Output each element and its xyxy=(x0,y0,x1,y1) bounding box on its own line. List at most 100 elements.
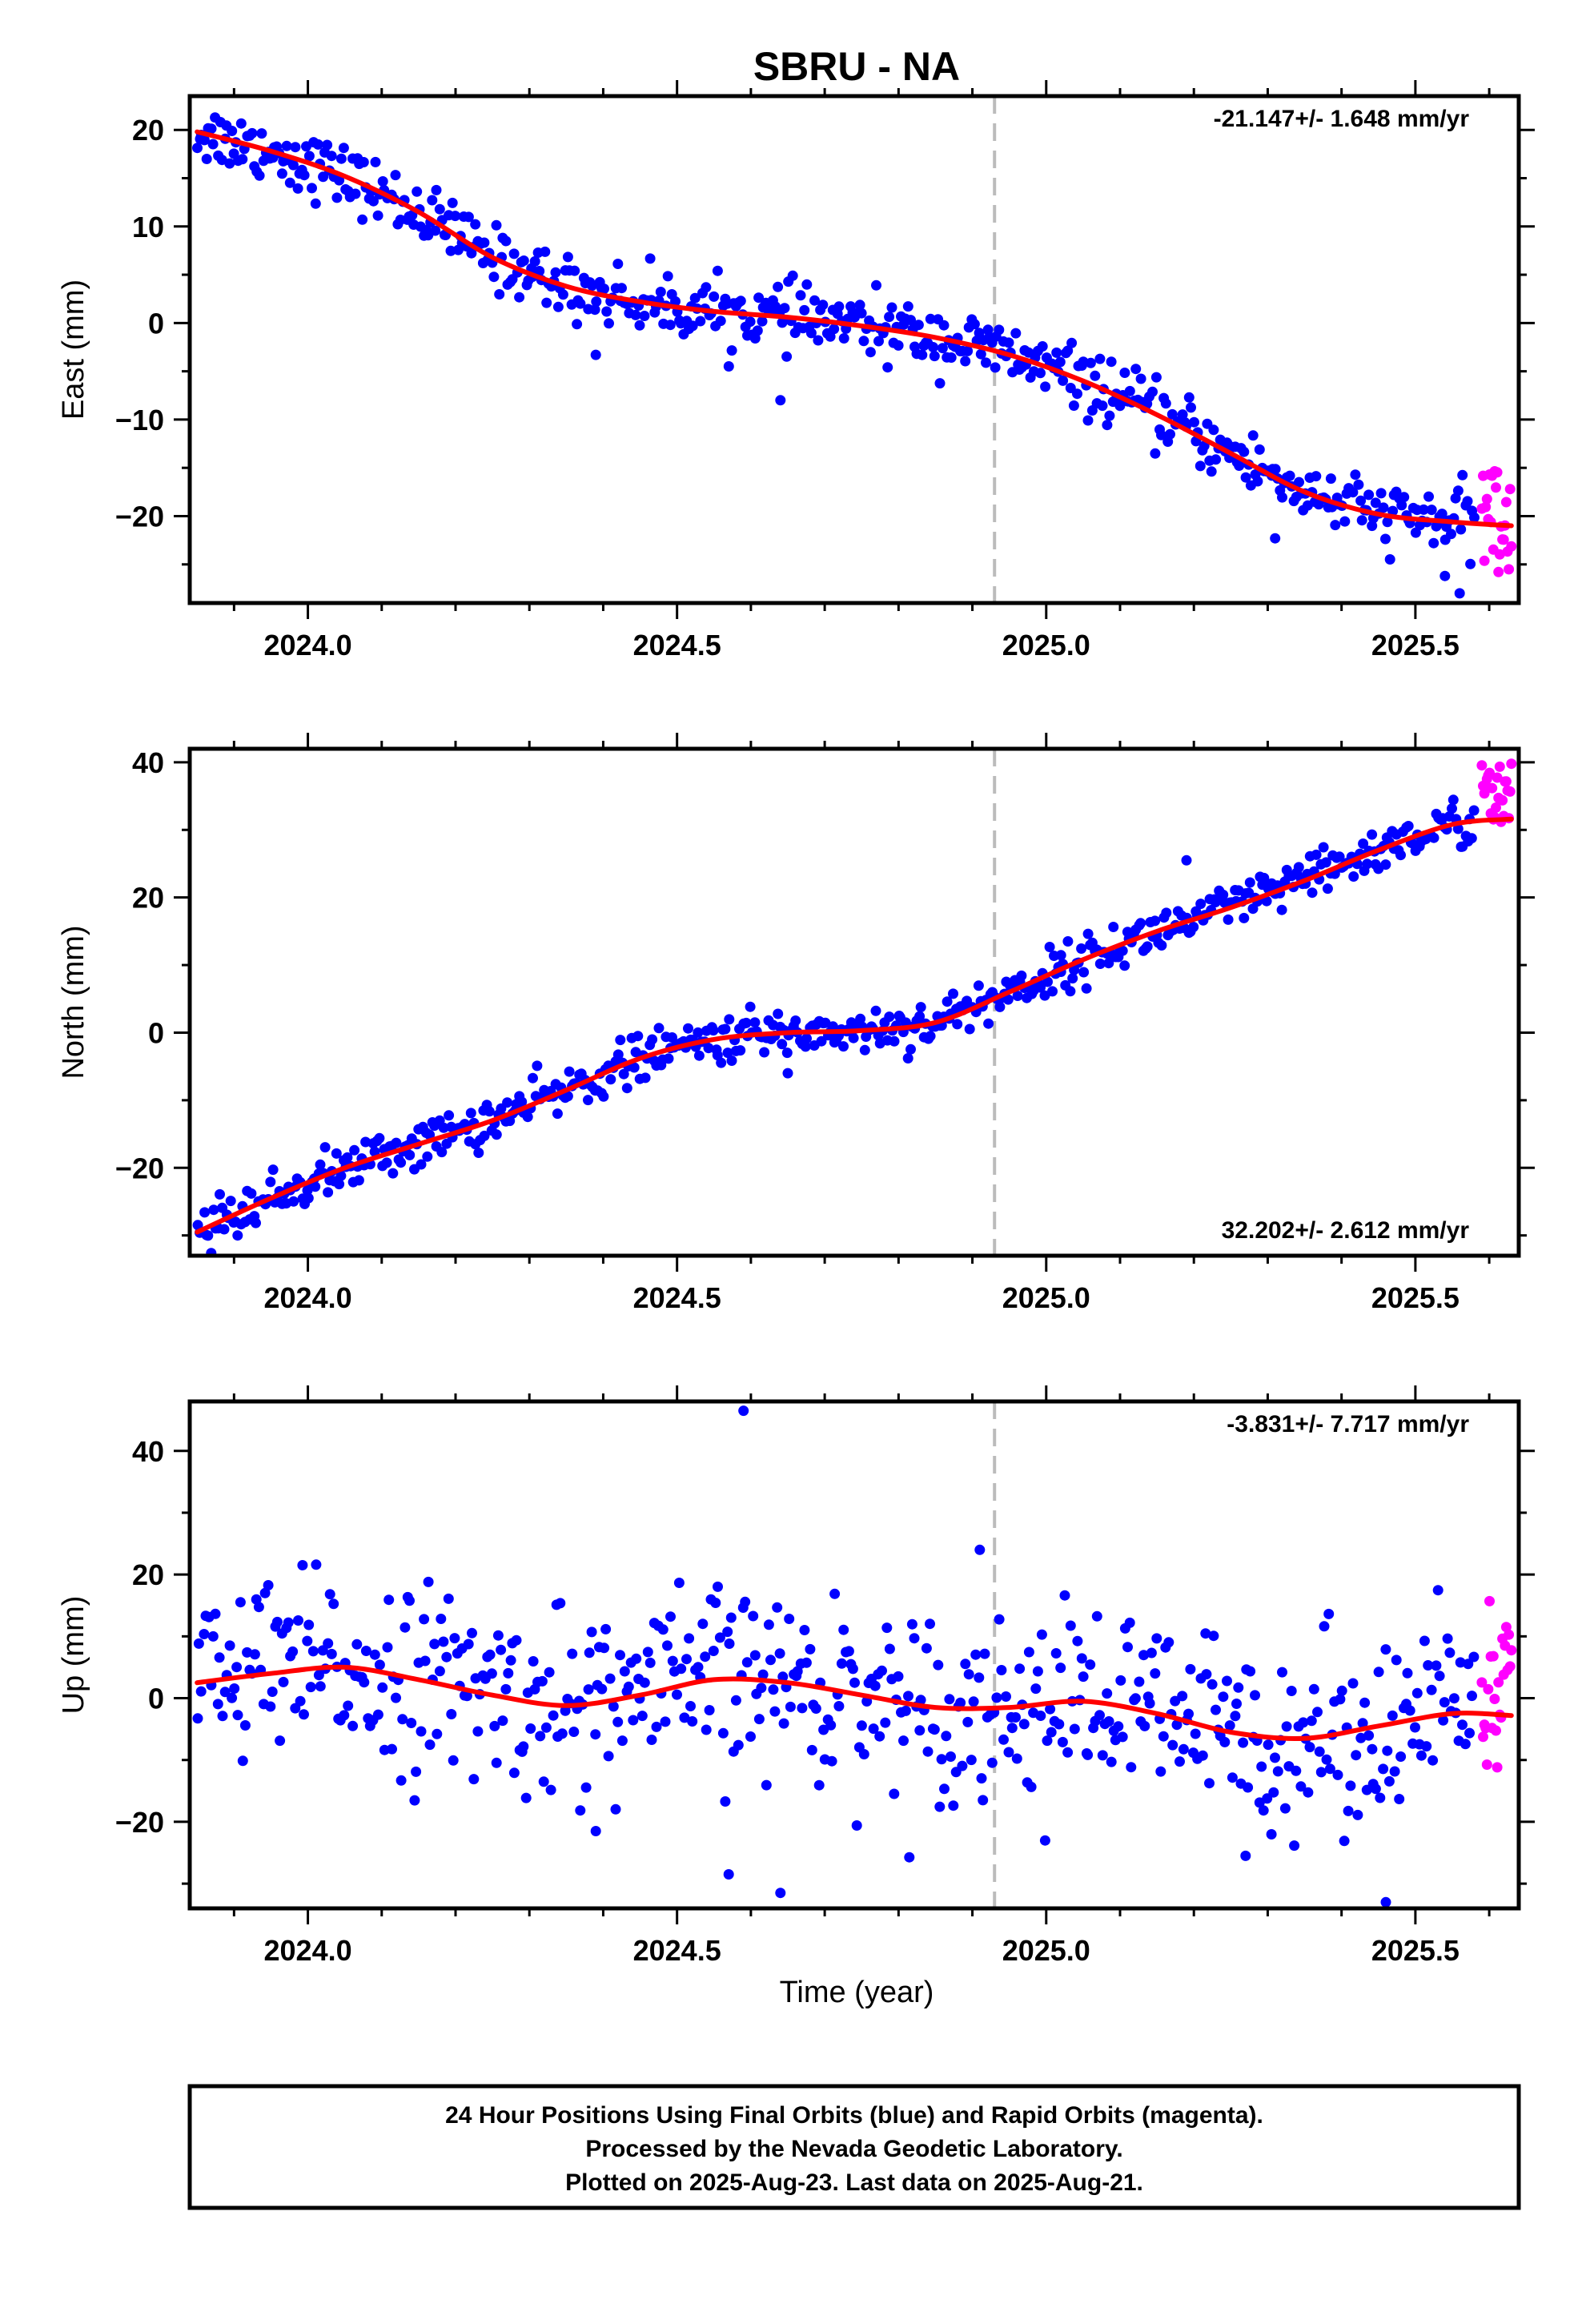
final-point xyxy=(353,1175,364,1186)
final-point xyxy=(952,1019,963,1030)
y-tick-label: 0 xyxy=(148,1016,164,1049)
final-point xyxy=(1230,1711,1241,1722)
final-point xyxy=(741,1017,752,1028)
final-point xyxy=(720,1796,731,1807)
model-fit-line xyxy=(195,129,1514,529)
final-point xyxy=(239,1720,251,1731)
x-tick-label: 2025.5 xyxy=(1371,629,1460,661)
final-point xyxy=(1268,1787,1279,1798)
final-point xyxy=(390,170,401,181)
final-point xyxy=(968,1696,979,1707)
final-point xyxy=(303,1192,314,1204)
final-point xyxy=(632,1031,644,1042)
final-point xyxy=(1330,520,1341,531)
final-point xyxy=(1428,832,1439,843)
final-point xyxy=(1355,1732,1367,1743)
final-point xyxy=(1206,466,1217,477)
final-point xyxy=(1294,476,1304,488)
final-point xyxy=(497,1715,508,1727)
plot-area xyxy=(192,96,1517,603)
final-point xyxy=(347,1720,359,1731)
final-point xyxy=(591,296,602,308)
final-point xyxy=(351,1638,363,1650)
final-point xyxy=(259,1587,271,1598)
final-point xyxy=(773,1008,784,1019)
rapid-point xyxy=(1494,761,1505,772)
final-point xyxy=(1104,410,1115,421)
final-point xyxy=(1032,1666,1043,1677)
x-tick-label: 2024.0 xyxy=(264,1281,352,1314)
final-point xyxy=(502,1097,513,1108)
final-point xyxy=(1426,505,1437,516)
final-point xyxy=(1085,1659,1096,1671)
final-point xyxy=(1044,942,1055,952)
final-point xyxy=(843,1646,854,1657)
final-point xyxy=(1072,1635,1083,1647)
final-point xyxy=(1277,1667,1287,1678)
final-point xyxy=(247,127,258,139)
final-point xyxy=(799,304,810,316)
final-point xyxy=(567,1648,578,1659)
final-point xyxy=(753,1714,765,1725)
rapid-point xyxy=(1476,760,1488,771)
final-point xyxy=(631,1653,642,1664)
final-point xyxy=(955,1697,966,1708)
final-point xyxy=(1446,529,1456,540)
final-point xyxy=(612,1716,624,1727)
final-point xyxy=(740,1596,751,1607)
final-point xyxy=(936,1754,947,1765)
final-point xyxy=(1167,1739,1178,1751)
final-point xyxy=(1289,1840,1300,1852)
final-point xyxy=(753,292,765,304)
final-point xyxy=(647,1034,658,1045)
final-point xyxy=(726,345,737,356)
x-tick-label: 2024.0 xyxy=(264,629,352,661)
final-point xyxy=(1119,960,1130,971)
final-point xyxy=(1350,469,1361,480)
final-point xyxy=(1432,1585,1443,1596)
final-point xyxy=(929,1724,940,1735)
final-point xyxy=(605,1074,616,1085)
final-point xyxy=(1183,392,1195,403)
final-point xyxy=(583,1095,593,1106)
final-point xyxy=(683,1023,693,1034)
final-point xyxy=(557,289,568,300)
final-point xyxy=(697,1618,709,1630)
final-point xyxy=(1452,823,1464,834)
x-tick-label: 2024.5 xyxy=(633,1934,721,1967)
rapid-point xyxy=(1491,1725,1501,1736)
final-point xyxy=(1270,533,1281,544)
final-point xyxy=(772,1602,783,1613)
final-point xyxy=(536,1675,548,1687)
final-point xyxy=(925,1618,935,1630)
final-point xyxy=(1142,941,1153,952)
final-point xyxy=(1339,516,1351,527)
final-point xyxy=(1040,381,1051,392)
final-point xyxy=(334,1179,345,1190)
final-point xyxy=(1085,357,1096,368)
final-point xyxy=(203,1230,214,1241)
final-point xyxy=(693,1662,704,1673)
final-point xyxy=(358,157,369,167)
y-tick-label: −20 xyxy=(115,500,164,533)
final-point xyxy=(382,1642,393,1653)
final-point xyxy=(1174,1756,1185,1767)
final-point xyxy=(232,1230,243,1241)
final-orbit-points xyxy=(192,1405,1480,1908)
final-point xyxy=(1018,1719,1030,1730)
final-point xyxy=(886,302,897,313)
final-point xyxy=(974,1544,986,1555)
final-point xyxy=(331,192,343,203)
final-point xyxy=(1072,388,1082,400)
final-point xyxy=(990,362,1001,373)
final-point xyxy=(689,292,701,304)
final-point xyxy=(670,296,681,307)
final-point xyxy=(207,1630,219,1642)
final-point xyxy=(350,188,361,199)
final-point xyxy=(516,1096,528,1108)
final-point xyxy=(884,1011,895,1023)
final-point xyxy=(1403,821,1414,831)
final-point xyxy=(612,1049,624,1060)
final-point xyxy=(334,175,345,186)
final-point xyxy=(1380,859,1391,870)
